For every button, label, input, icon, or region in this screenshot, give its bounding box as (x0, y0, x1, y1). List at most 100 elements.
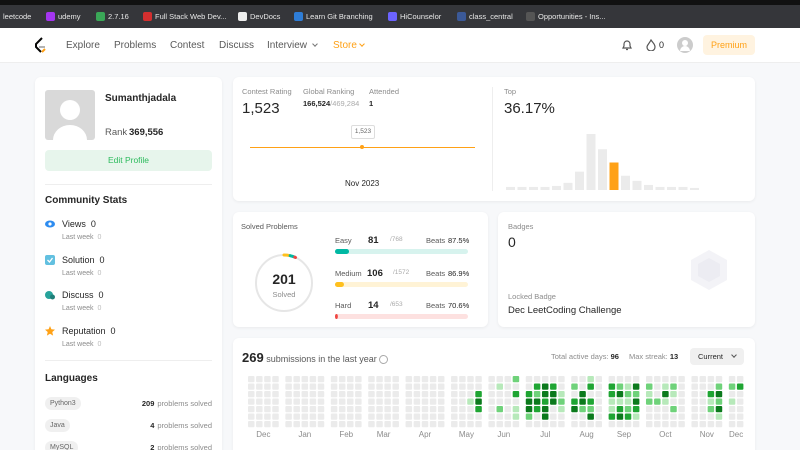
heatmap-cell (707, 391, 715, 398)
streak-label: Max streak: (629, 352, 668, 361)
bell-icon[interactable] (621, 39, 633, 51)
bookmark-icon (294, 12, 303, 21)
bookmark[interactable]: class_central (469, 12, 513, 21)
nav-link[interactable]: Contest (170, 40, 205, 51)
heatmap-cell (355, 376, 362, 383)
bar-track (335, 249, 468, 254)
heatmap-cell (317, 413, 325, 420)
heatmap-cell (285, 421, 292, 428)
heatmap-cell (691, 413, 698, 420)
heatmap-cell (330, 406, 338, 413)
stat-value: 0 (98, 290, 104, 300)
top-label: Top (504, 87, 517, 96)
heatmap-cell (616, 398, 624, 405)
stat-label: Solution (62, 254, 95, 265)
heatmap-cell (488, 413, 495, 420)
heatmap-cell (608, 376, 616, 383)
heatmap-cell (413, 398, 421, 405)
bookmark[interactable]: udemy (58, 12, 81, 21)
caret (359, 41, 365, 47)
heatmap-cell (467, 398, 474, 405)
bookmark[interactable]: Full Stack Web Dev... (155, 12, 227, 21)
heatmap-cell (451, 383, 458, 390)
discuss-icon (50, 294, 55, 300)
bookmark[interactable]: leetcode (3, 12, 32, 21)
contest-date: Nov 2023 (345, 179, 380, 188)
stat-label: Reputation (62, 325, 106, 336)
nav-link[interactable]: Interview (267, 40, 308, 51)
month-label: Dec (256, 430, 270, 439)
heatmap-cell (429, 376, 437, 383)
heatmap-cell (317, 398, 325, 405)
info-icon[interactable] (379, 355, 389, 365)
heatmap-cell (475, 421, 482, 428)
edit-profile-button[interactable]: Edit Profile (45, 150, 212, 171)
streak-icon[interactable] (646, 39, 656, 51)
heatmap-cell (309, 376, 317, 383)
heatmap-cell (355, 383, 362, 390)
heatmap-cell (728, 421, 736, 428)
heatmap-cell (608, 383, 616, 390)
heatmap-cell (678, 421, 685, 428)
nav-link[interactable]: Explore (66, 40, 100, 51)
global-total: /469,284 (330, 99, 360, 108)
heatmap-cell (571, 376, 578, 383)
heatmap-cell (392, 383, 399, 390)
difficulty-total: /768 (390, 236, 403, 243)
heatmap-cell (645, 421, 653, 428)
bookmark[interactable]: HiCounselor (400, 12, 442, 21)
heatmap-cell (376, 398, 383, 405)
divider (45, 360, 212, 361)
nav-link[interactable]: Problems (114, 40, 157, 51)
heatmap-cell (728, 406, 736, 413)
heatmap-cell (587, 413, 594, 420)
heatmap-cell (475, 391, 482, 398)
global-rank: 166,524 (303, 99, 331, 108)
heatmap-cell (451, 413, 458, 420)
global-value: 166,524/469,284 (303, 100, 359, 108)
avatar-icon[interactable] (677, 37, 693, 53)
month-label: Sep (617, 430, 632, 439)
bar-fill (335, 281, 344, 287)
histogram-bar (655, 186, 665, 190)
beats-label: Beats (426, 301, 446, 310)
heatmap-cell (645, 413, 653, 420)
heatmap-cell (587, 391, 594, 398)
heatmap-cell (558, 376, 565, 383)
stat-icon (45, 291, 55, 300)
nav-link[interactable]: Store (333, 40, 357, 51)
heatmap-cell (451, 391, 458, 398)
heatmap-cell (256, 421, 263, 428)
heatmap-cell (368, 398, 375, 405)
premium-button[interactable]: Premium (703, 35, 755, 55)
heatmap-cell (728, 391, 736, 398)
heatmap-cell (504, 421, 512, 428)
bookmark[interactable]: DevDocs (250, 12, 281, 21)
heatmap-cell (405, 383, 413, 390)
heatmap-cell (579, 376, 586, 383)
heatmap-cell (595, 413, 603, 420)
heatmap-cell (654, 383, 661, 390)
heatmap-cell (512, 413, 520, 420)
heatmap-cell (587, 376, 594, 383)
heatmap-cell (579, 421, 586, 428)
heatmap-cell (670, 391, 677, 398)
bookmark[interactable]: Opportunities - Ins... (538, 12, 606, 21)
heatmap-cell (691, 383, 698, 390)
bookmark[interactable]: 2.7.16 (108, 12, 129, 21)
heatmap-cell (264, 391, 271, 398)
heatmap-cell (368, 421, 375, 428)
heatmap-cell (678, 383, 685, 390)
bookmark[interactable]: Learn Git Branching (306, 12, 373, 21)
heatmap-cell (317, 406, 325, 413)
heatmap-cell (272, 406, 279, 413)
heatmap-cell (317, 421, 325, 428)
locked-badge-name: Dec LeetCoding Challenge (508, 305, 622, 316)
heatmap-cell (272, 391, 279, 398)
year-dropdown[interactable]: Current (690, 348, 744, 365)
nav-link[interactable]: Discuss (219, 40, 255, 51)
heatmap-cell (550, 413, 557, 420)
difficulty-label: Easy (335, 236, 352, 245)
heatmap-cell (368, 406, 375, 413)
histogram-bar (517, 186, 527, 190)
